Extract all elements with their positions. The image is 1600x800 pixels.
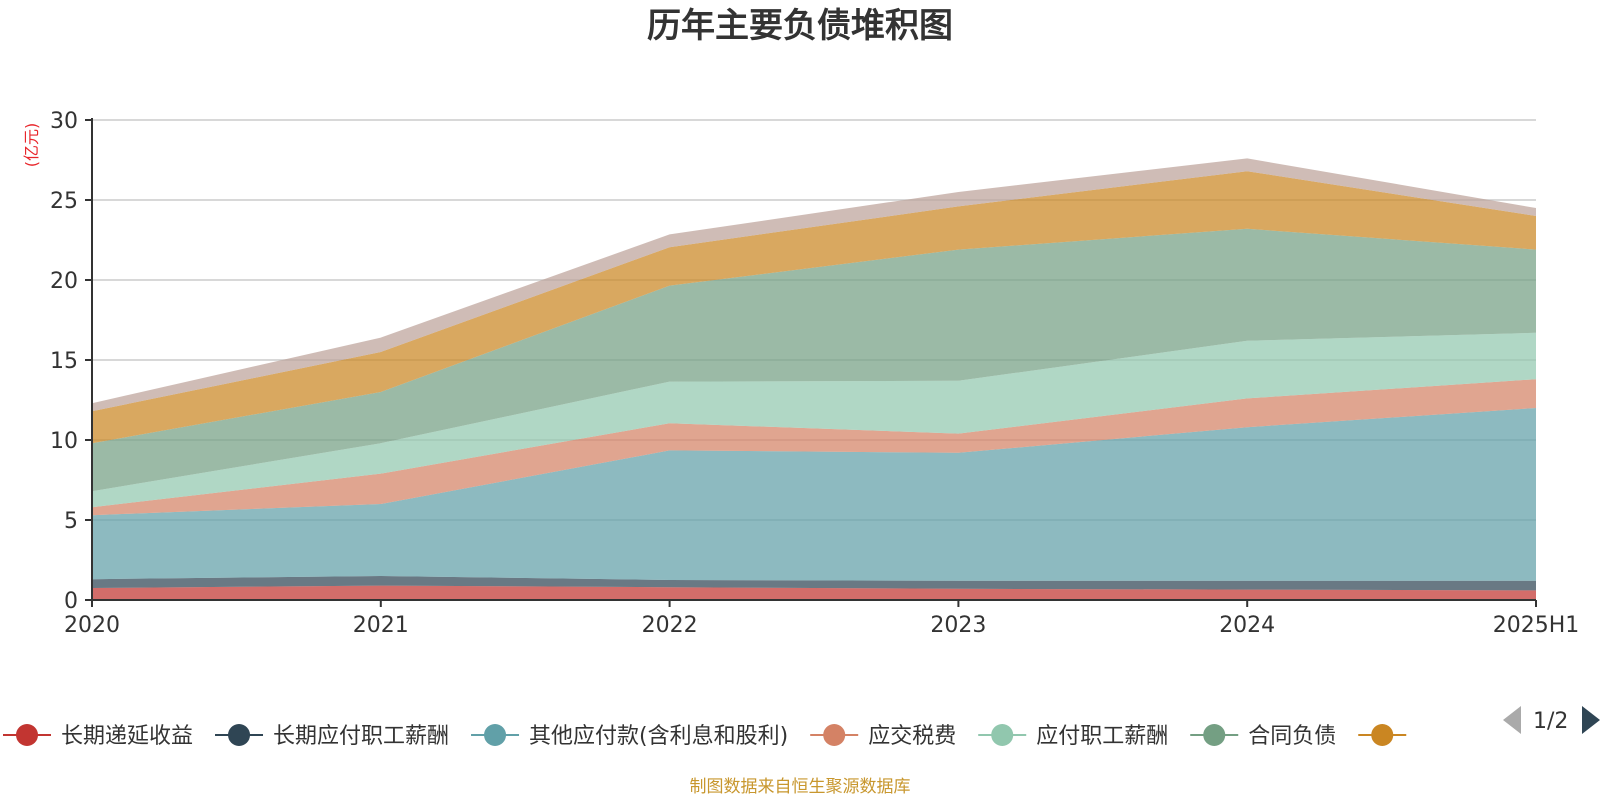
- legend-marker-icon: [1203, 724, 1226, 746]
- legend-marker-icon: [228, 724, 251, 746]
- y-tick-label: 5: [64, 509, 78, 534]
- legend-marker-icon: [16, 724, 38, 746]
- chart-title: 历年主要负债堆积图: [647, 6, 953, 46]
- x-tick-label: 2022: [642, 613, 698, 638]
- legend-item-6[interactable]: 合同负债: [1190, 724, 1336, 749]
- area-series-6: [92, 228, 1536, 492]
- y-tick-label: 0: [64, 589, 78, 614]
- x-tick-label: 2024: [1219, 613, 1275, 638]
- legend-marker-icon: [484, 724, 507, 746]
- area-series-5: [92, 332, 1536, 508]
- legend-label: 长期递延收益: [61, 724, 193, 749]
- legend-marker-icon: [1371, 724, 1394, 746]
- y-axis-ticks: 0 5 10 15 20 25 30: [50, 109, 92, 614]
- y-axis-unit-label: (亿元): [22, 123, 41, 168]
- area-series-4: [92, 379, 1536, 516]
- y-tick-label: 10: [50, 429, 78, 454]
- y-tick-label: 20: [50, 269, 78, 294]
- x-tick-label: 2025H1: [1493, 613, 1580, 638]
- x-tick-label: 2021: [353, 613, 409, 638]
- x-tick-label: 2020: [64, 613, 120, 638]
- legend-item-1[interactable]: 长期递延收益: [3, 724, 193, 749]
- area-series-7: [92, 171, 1536, 444]
- legend-label: 其他应付款(含利息和股利): [529, 724, 788, 749]
- legend-marker-icon: [991, 724, 1014, 746]
- data-source-note: 制图数据来自恒生聚源数据库: [690, 777, 911, 797]
- x-axis-ticks: 2020 2021 2022 2023 2024 2025H1: [64, 600, 1579, 638]
- legend-label: 应交税费: [868, 724, 956, 749]
- legend-item-5[interactable]: 应付职工薪酬: [978, 724, 1168, 749]
- y-tick-label: 30: [50, 109, 78, 134]
- legend-item-3[interactable]: 其他应付款(含利息和股利): [471, 724, 788, 749]
- y-tick-label: 15: [50, 349, 78, 374]
- legend-item-4[interactable]: 应交税费: [810, 724, 956, 749]
- legend-label: 合同负债: [1248, 724, 1336, 749]
- legend-item-2[interactable]: 长期应付职工薪酬: [215, 724, 449, 749]
- area-series-1: [92, 585, 1536, 600]
- legend-item-7[interactable]: [1358, 724, 1407, 746]
- y-tick-label: 25: [50, 189, 78, 214]
- legend-page-indicator: 1/2: [1533, 709, 1568, 734]
- legend-label: 应付职工薪酬: [1036, 724, 1168, 749]
- legend-pager: 1/2: [1503, 706, 1600, 734]
- legend: 长期递延收益 长期应付职工薪酬 其他应付款(含利息和股利) 应交税费 应付职工薪酬 合同负…: [3, 724, 1407, 749]
- area-series: [92, 158, 1536, 600]
- x-tick-label: 2023: [930, 613, 986, 638]
- area-series-3: [92, 408, 1536, 581]
- area-series-8: [92, 158, 1536, 412]
- legend-label: 长期应付职工薪酬: [273, 724, 449, 749]
- legend-prev-icon[interactable]: [1503, 706, 1521, 734]
- area-series-2: [92, 576, 1536, 591]
- legend-next-icon[interactable]: [1582, 706, 1600, 734]
- legend-marker-icon: [823, 724, 846, 746]
